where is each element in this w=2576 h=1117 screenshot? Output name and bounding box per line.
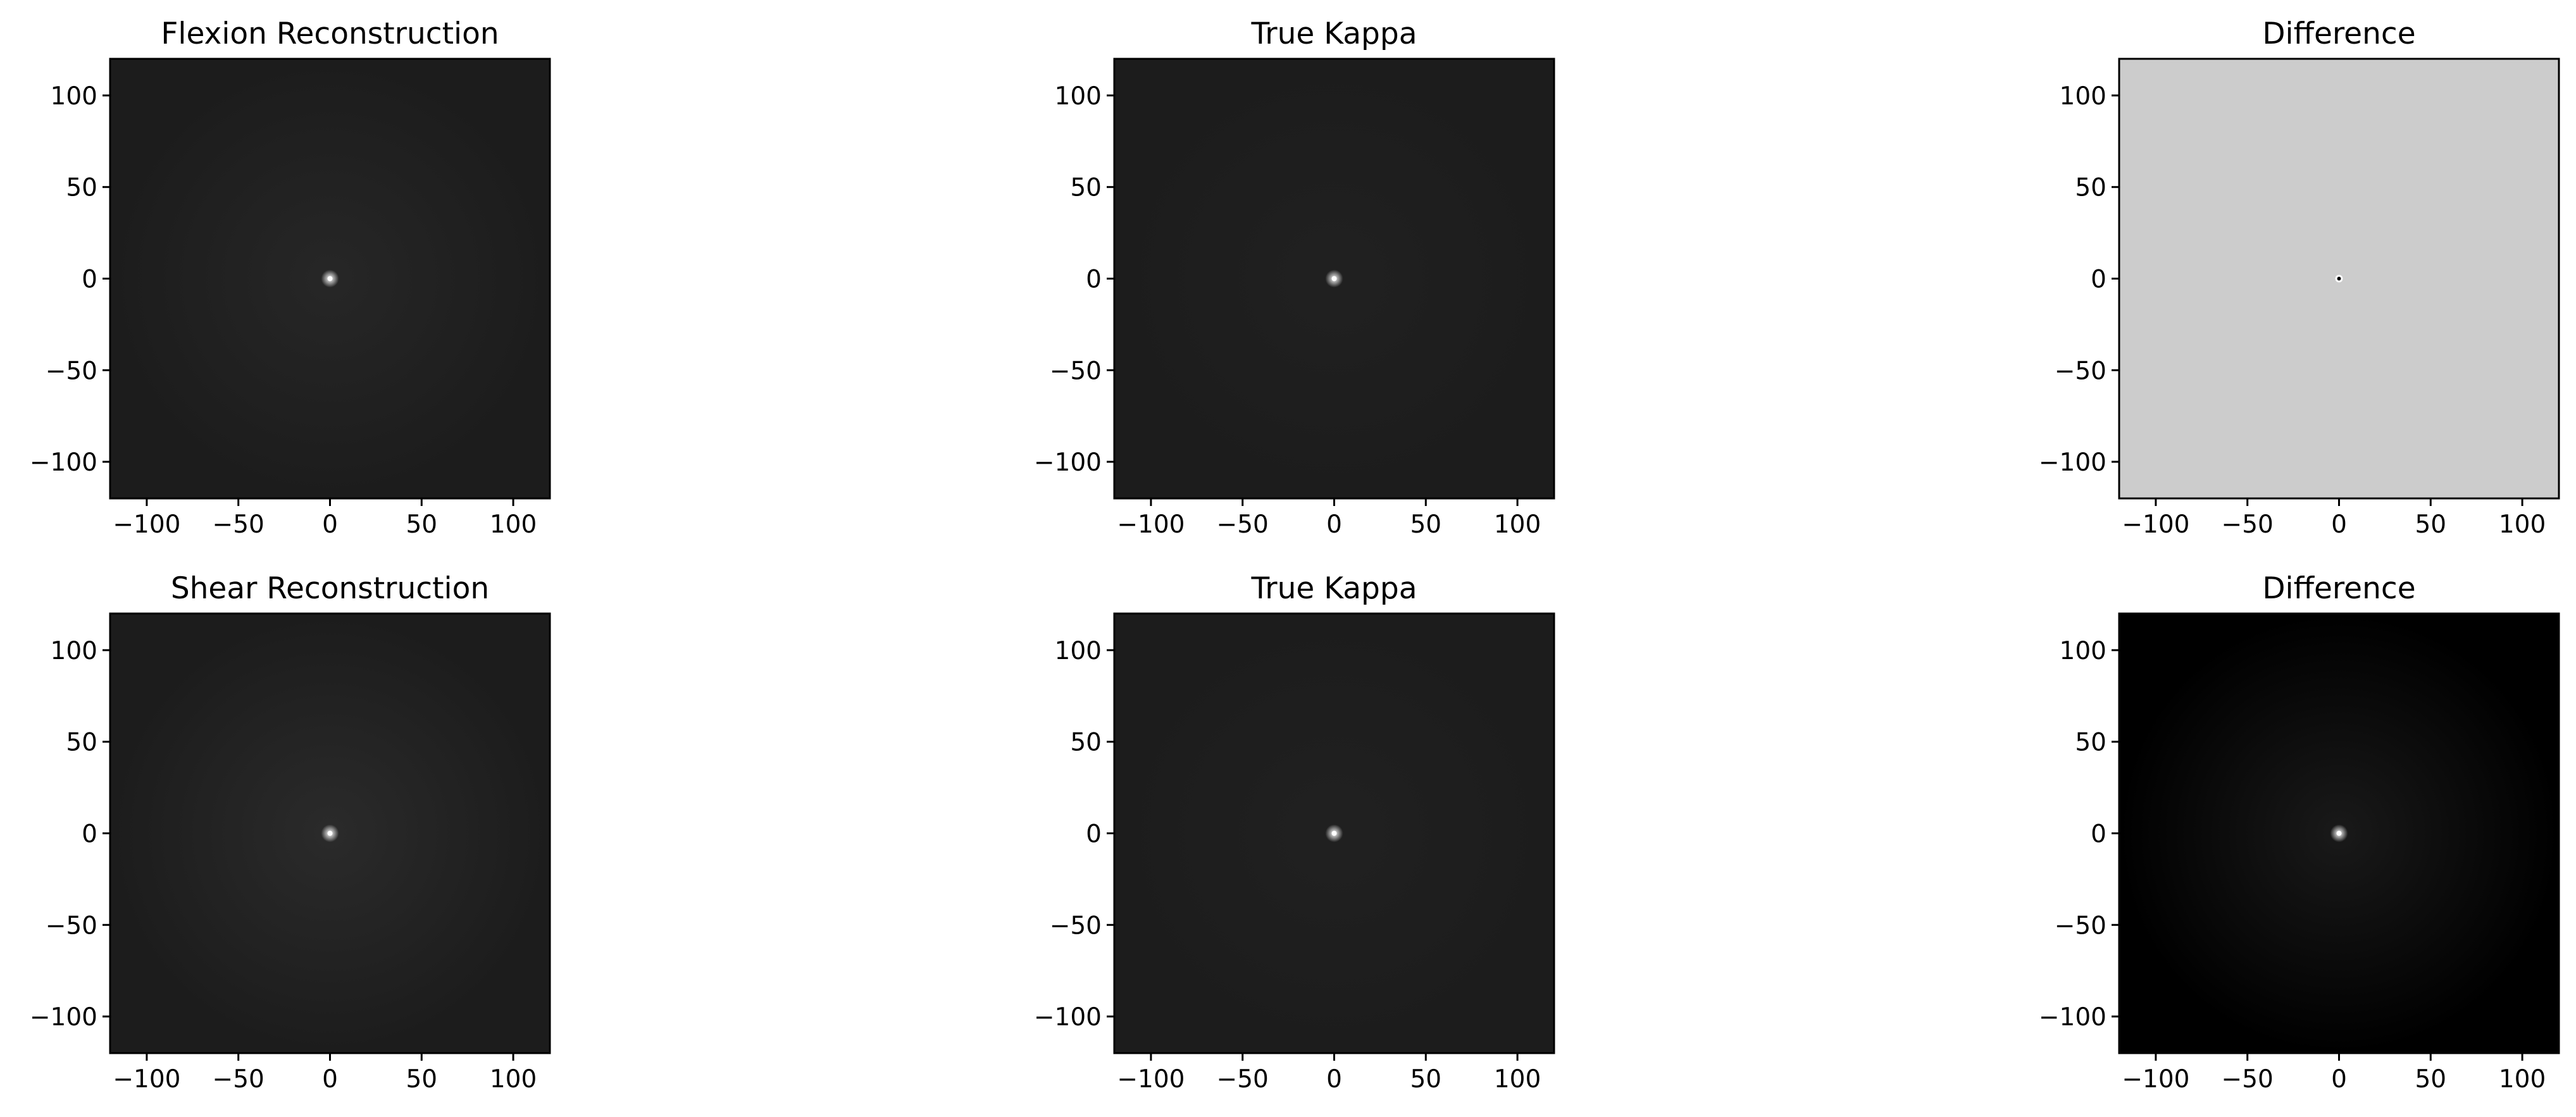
x-tick-label: −50 — [213, 510, 264, 539]
panel-title: True Kappa — [1250, 16, 1417, 51]
x-tick-label: 50 — [2415, 1065, 2446, 1094]
y-tick-label: 50 — [1070, 729, 1102, 757]
x-tick-label: 50 — [1410, 1065, 1441, 1094]
x-tick-label: −50 — [2222, 1065, 2274, 1094]
y-tick-label: −50 — [2055, 357, 2106, 385]
panel-difference-top: Difference −100 −50 0 50 100 100 50 0 −50 −100 — [2039, 16, 2560, 539]
image-flexion-reconstruction — [110, 59, 550, 498]
center-peak — [2336, 830, 2342, 836]
y-tick-label: 0 — [82, 820, 97, 849]
x-tick-label: 0 — [2331, 510, 2347, 539]
center-peak — [1331, 830, 1337, 836]
panel-title: Shear Reconstruction — [171, 571, 489, 606]
y-tick-label: −100 — [1034, 1003, 1102, 1032]
x-tick-label: 100 — [2499, 1065, 2546, 1094]
y-tick-label: 100 — [2060, 82, 2106, 111]
panel-title: Difference — [2262, 571, 2415, 606]
panel-title: Flexion Reconstruction — [161, 16, 499, 51]
x-tick-label: −50 — [213, 1065, 264, 1094]
y-tick-label: 50 — [66, 174, 97, 202]
x-tick-label: 100 — [490, 510, 537, 539]
x-tick-label: −50 — [1217, 1065, 1269, 1094]
y-tick-label: 100 — [1055, 637, 1102, 665]
x-tick-label: 50 — [2415, 510, 2446, 539]
center-peak — [327, 830, 333, 836]
x-tick-label: −100 — [1117, 510, 1185, 539]
x-tick-label: 0 — [1326, 1065, 1342, 1094]
center-peak — [327, 276, 333, 281]
x-tick-label: −100 — [113, 510, 180, 539]
image-shear-reconstruction — [110, 614, 550, 1053]
y-tick-label: 50 — [1070, 174, 1102, 202]
x-tick-label: −50 — [2222, 510, 2274, 539]
y-tick-label: 0 — [1086, 820, 1102, 849]
y-tick-label: 100 — [2060, 637, 2106, 665]
x-tick-label: −100 — [113, 1065, 180, 1094]
y-tick-label: −100 — [1034, 448, 1102, 477]
x-tick-label: 0 — [322, 510, 338, 539]
image-difference-bottom — [2119, 614, 2559, 1053]
y-tick-label: 100 — [51, 637, 97, 665]
x-tick-label: 100 — [1494, 1065, 1541, 1094]
y-tick-label: 50 — [66, 729, 97, 757]
x-tick-label: 50 — [406, 510, 437, 539]
x-tick-label: −100 — [2122, 510, 2189, 539]
x-tick-label: 100 — [490, 1065, 537, 1094]
x-tick-label: 0 — [1326, 510, 1342, 539]
x-tick-label: −100 — [1117, 1065, 1185, 1094]
image-difference-top — [2119, 59, 2559, 498]
panel-true-kappa-bottom: True Kappa −100 −50 0 50 100 100 50 0 −50 −100 — [1034, 571, 1555, 1094]
x-tick-label: 0 — [322, 1065, 338, 1094]
center-peak — [2337, 276, 2341, 281]
panel-difference-bottom: Difference −100 −50 0 50 100 100 50 0 −50 −100 — [2039, 571, 2560, 1094]
y-tick-label: 100 — [1055, 82, 1102, 111]
y-tick-label: 0 — [2091, 820, 2106, 849]
y-tick-label: 0 — [82, 266, 97, 294]
y-tick-label: 50 — [2075, 174, 2106, 202]
x-tick-label: −100 — [2122, 1065, 2189, 1094]
y-tick-label: −50 — [46, 911, 97, 940]
y-tick-label: −100 — [2039, 448, 2106, 477]
x-tick-label: 0 — [2331, 1065, 2347, 1094]
x-tick-label: 100 — [2499, 510, 2546, 539]
y-tick-label: −100 — [30, 1003, 97, 1032]
panel-shear-reconstruction: Shear Reconstruction −100 −50 0 50 100 100 50 0 −… — [30, 571, 551, 1094]
panel-title: True Kappa — [1250, 571, 1417, 606]
x-tick-label: 50 — [406, 1065, 437, 1094]
y-tick-label: 50 — [2075, 729, 2106, 757]
y-tick-label: −50 — [1050, 357, 1102, 385]
x-tick-label: 50 — [1410, 510, 1441, 539]
y-tick-label: −100 — [30, 448, 97, 477]
y-tick-label: −100 — [2039, 1003, 2106, 1032]
y-tick-label: 0 — [1086, 266, 1102, 294]
y-tick-label: −50 — [1050, 911, 1102, 940]
center-peak — [1331, 276, 1337, 281]
panel-flexion-reconstruction: Flexion Reconstruction −100 −50 0 50 100 100 50… — [30, 16, 551, 539]
y-tick-label: 100 — [51, 82, 97, 111]
x-tick-label: 100 — [1494, 510, 1541, 539]
y-tick-label: −50 — [46, 357, 97, 385]
panel-title: Difference — [2262, 16, 2415, 51]
panel-true-kappa-top: True Kappa −100 −50 0 50 100 100 50 0 −50 −100 — [1034, 16, 1555, 539]
image-true-kappa-bottom — [1114, 614, 1554, 1053]
x-tick-label: −50 — [1217, 510, 1269, 539]
y-tick-label: 0 — [2091, 266, 2106, 294]
y-tick-label: −50 — [2055, 911, 2106, 940]
image-true-kappa-top — [1114, 59, 1554, 498]
